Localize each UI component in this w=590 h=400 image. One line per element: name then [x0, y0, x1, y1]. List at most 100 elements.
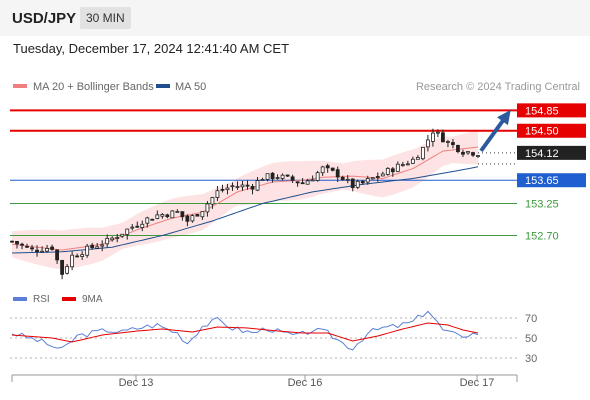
candle-body — [205, 203, 210, 213]
candle-body — [340, 176, 345, 181]
candle-body — [250, 186, 255, 190]
candle-body — [390, 168, 395, 173]
candle — [185, 214, 190, 227]
candle-body — [105, 237, 110, 245]
candle — [325, 163, 330, 173]
candle — [300, 177, 305, 185]
candle — [441, 129, 445, 143]
candle — [400, 161, 405, 167]
candle — [225, 183, 230, 195]
x-tick-label: Dec 16 — [288, 377, 323, 389]
rsi-ma-legend-label: 9MA — [82, 294, 103, 305]
candle — [170, 210, 175, 219]
level-label-153-65-bg — [517, 173, 586, 188]
candle — [15, 240, 19, 249]
candle — [165, 213, 170, 219]
candle — [240, 181, 245, 191]
candle — [350, 178, 355, 192]
candle-body — [335, 169, 340, 178]
candle-body — [370, 177, 375, 180]
candle-body — [420, 146, 425, 160]
candle — [120, 233, 125, 239]
candle-body — [165, 214, 170, 218]
candle — [365, 175, 370, 185]
candle — [390, 167, 395, 177]
candle-body — [75, 255, 80, 258]
candle — [265, 173, 270, 182]
candle — [280, 173, 285, 181]
currency-pair-title: USD/JPY — [12, 10, 77, 27]
candle-body — [295, 181, 300, 184]
candle — [195, 214, 200, 217]
candle — [200, 211, 205, 220]
candle — [145, 216, 150, 228]
candle-body — [355, 180, 360, 188]
candle — [395, 161, 400, 172]
candle-body — [175, 210, 180, 213]
candle-body — [110, 237, 115, 241]
rsi-legend-label: RSI — [33, 294, 50, 305]
candle-body — [150, 218, 155, 221]
candle — [461, 149, 465, 158]
candle — [330, 167, 335, 172]
candle-body — [405, 163, 410, 166]
candle-body — [160, 214, 165, 217]
candle-body — [145, 217, 150, 224]
candle-body — [230, 185, 235, 188]
candle — [115, 233, 120, 243]
candle-body — [365, 178, 370, 183]
candle-body — [245, 184, 250, 187]
candle — [125, 228, 130, 240]
candle-body — [55, 249, 59, 261]
candle-body — [345, 178, 350, 181]
candle — [436, 129, 440, 138]
x-tick-label: Dec 13 — [119, 377, 154, 389]
timeframe-button[interactable]: 30 MIN — [80, 7, 131, 29]
level-label-154-12: 154.12 — [525, 148, 559, 160]
candle — [295, 181, 300, 187]
rsi-line — [11, 310, 479, 351]
candle-body — [375, 176, 380, 178]
candle — [105, 234, 110, 248]
candle-body — [330, 167, 335, 171]
candle — [425, 134, 430, 152]
candle-body — [350, 178, 355, 189]
candle-body — [195, 214, 200, 217]
candle-body — [320, 166, 325, 174]
candle-body — [270, 172, 275, 180]
candle — [430, 128, 435, 147]
candle — [55, 249, 59, 264]
candle — [340, 175, 345, 181]
candle-body — [140, 223, 145, 228]
rsi-tick-30: 30 — [525, 353, 537, 365]
candle-body — [65, 266, 70, 274]
candle-body — [45, 248, 49, 252]
candle-body — [85, 245, 90, 256]
candle-body — [40, 250, 44, 253]
candle — [310, 175, 315, 182]
candle — [345, 175, 350, 184]
candle — [85, 243, 90, 258]
candle-body — [125, 228, 130, 235]
candle-body — [280, 174, 285, 179]
candle — [410, 156, 415, 164]
candle — [35, 245, 39, 257]
candle — [285, 174, 290, 177]
candle — [476, 155, 480, 158]
candle-body — [155, 214, 160, 219]
candle-body — [200, 211, 205, 218]
candle — [210, 196, 215, 209]
candle-body — [285, 174, 290, 177]
level-label-153-25: 153.25 — [525, 199, 559, 211]
candle — [205, 201, 210, 217]
candle — [466, 151, 470, 155]
candle — [175, 209, 180, 213]
level-label-154-85: 154.85 — [525, 105, 559, 117]
level-label-153-65: 153.65 — [525, 175, 559, 187]
candle-body — [235, 186, 240, 188]
rsi-ma-legend-swatch — [62, 297, 76, 301]
candle-body — [210, 197, 215, 205]
candle — [235, 181, 240, 190]
candle-body — [185, 215, 190, 222]
ma20-line — [11, 146, 479, 251]
